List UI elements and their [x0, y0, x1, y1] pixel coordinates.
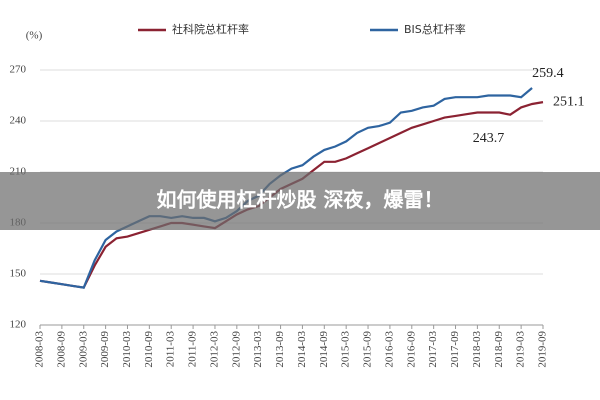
y-tick-label: 120	[10, 319, 27, 331]
x-tick-label: 2010-03	[121, 331, 133, 368]
annotation: 243.7	[473, 131, 505, 146]
y-unit: (%)	[26, 30, 43, 42]
x-tick-label: 2016-09	[405, 331, 417, 368]
overlay-text: 如何使用杠杆炒股 深夜，爆雷！	[157, 188, 444, 212]
y-tick-label: 270	[10, 64, 27, 76]
x-tick-label: 2016-03	[383, 331, 395, 368]
x-tick-label: 2015-09	[362, 331, 374, 368]
x-tick-label: 2009-09	[99, 331, 111, 368]
x-tick-label: 2019-03	[515, 331, 527, 368]
x-tick-label: 2014-09	[318, 331, 330, 368]
x-tick-label: 2011-09	[187, 331, 199, 368]
x-tick-label: 2009-03	[77, 331, 89, 368]
y-tick-label: 240	[10, 115, 27, 127]
x-tick-label: 2018-09	[493, 331, 505, 368]
x-tick-label: 2010-09	[143, 331, 155, 368]
x-tick-label: 2017-03	[427, 331, 439, 368]
x-tick-label: 2013-09	[274, 331, 286, 368]
x-tick-label: 2014-03	[296, 331, 308, 368]
overlay-band	[0, 172, 600, 230]
x-tick-label: 2018-03	[471, 331, 483, 368]
x-tick-label: 2017-09	[449, 331, 461, 368]
x-tick-label: 2008-03	[34, 331, 46, 368]
x-tick-label: 2012-03	[208, 331, 220, 368]
legend-label: BIS总杠杆率	[404, 22, 466, 36]
x-tick-label: 2019-09	[537, 331, 549, 368]
legend-label: 社科院总杠杆率	[172, 22, 249, 36]
y-tick-label: 150	[10, 268, 27, 280]
annotation: 251.1	[553, 94, 585, 109]
x-tick-label: 2008-09	[55, 331, 67, 368]
x-tick-label: 2013-03	[252, 331, 264, 368]
x-tick-label: 2011-03	[165, 331, 177, 368]
x-tick-label: 2015-03	[340, 331, 352, 368]
x-tick-label: 2012-09	[230, 331, 242, 368]
annotation: 259.4	[532, 66, 564, 81]
